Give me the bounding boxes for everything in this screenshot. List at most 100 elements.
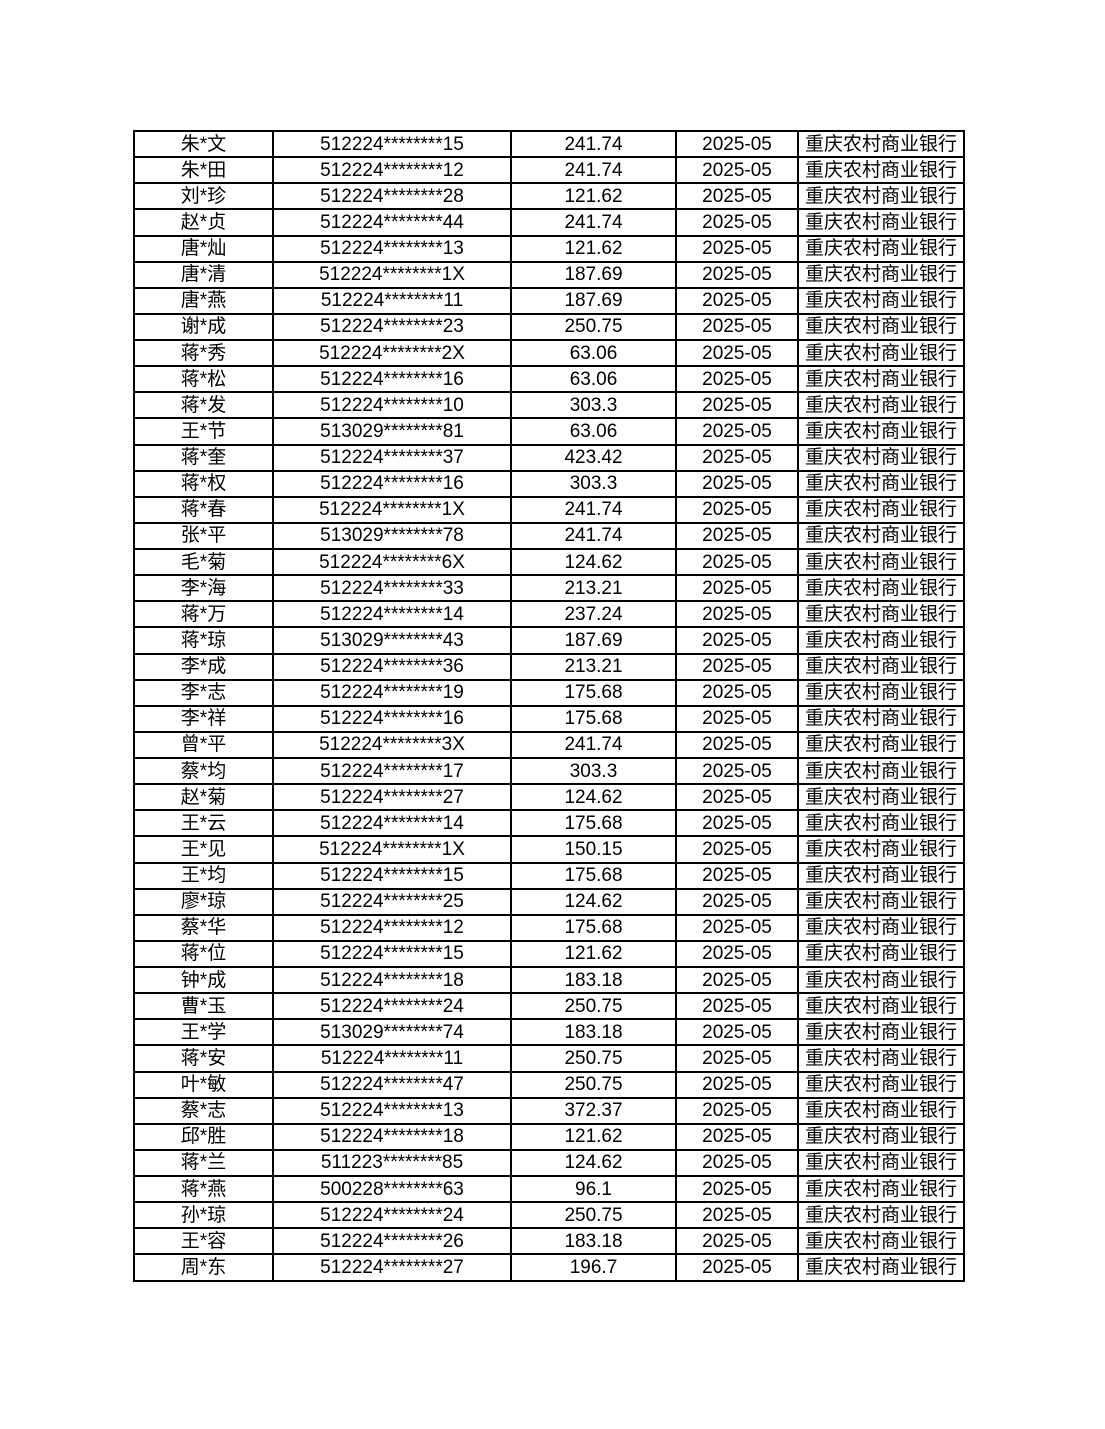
table-row: 蒋*燕 500228********63 96.1 2025-05 重庆农村商业银行 bbox=[133, 1174, 965, 1204]
amount-cell: 241.74 bbox=[510, 129, 677, 159]
month-cell: 2025-05 bbox=[675, 495, 799, 524]
bank-cell: 重庆农村商业银行 bbox=[797, 391, 965, 420]
table-row: 王*容 512224********26 183.18 2025-05 重庆农村商业银行 bbox=[133, 1227, 965, 1256]
id-masked-cell: 512224********15 bbox=[272, 939, 512, 969]
name-cell: 蒋*燕 bbox=[133, 1174, 274, 1204]
name-cell: 孙*琼 bbox=[133, 1201, 274, 1230]
amount-cell: 175.68 bbox=[510, 704, 677, 733]
id-masked-cell: 512224********26 bbox=[272, 1227, 512, 1256]
id-masked-cell: 512224********2X bbox=[272, 338, 512, 368]
amount-cell: 150.15 bbox=[510, 835, 677, 864]
id-masked-cell: 512224********25 bbox=[272, 887, 512, 916]
amount-cell: 183.18 bbox=[510, 965, 677, 995]
amount-cell: 187.69 bbox=[510, 286, 677, 315]
name-cell: 赵*贞 bbox=[133, 208, 274, 237]
bank-cell: 重庆农村商业银行 bbox=[797, 286, 965, 315]
amount-cell: 250.75 bbox=[510, 312, 677, 342]
table-row: 钟*成 512224********18 183.18 2025-05 重庆农村商业银行 bbox=[133, 965, 965, 995]
id-masked-cell: 512224********11 bbox=[272, 1044, 512, 1073]
bank-cell: 重庆农村商业银行 bbox=[797, 913, 965, 942]
id-masked-cell: 512224********23 bbox=[272, 312, 512, 342]
bank-cell: 重庆农村商业银行 bbox=[797, 443, 965, 472]
id-masked-cell: 512224********24 bbox=[272, 1201, 512, 1230]
table-row: 毛*菊 512224********6X 124.62 2025-05 重庆农村商业银行 bbox=[133, 547, 965, 577]
month-cell: 2025-05 bbox=[675, 756, 799, 786]
id-masked-cell: 512224********44 bbox=[272, 208, 512, 237]
month-cell: 2025-05 bbox=[675, 574, 799, 603]
amount-cell: 187.69 bbox=[510, 260, 677, 289]
id-masked-cell: 512224********10 bbox=[272, 391, 512, 420]
amount-cell: 241.74 bbox=[510, 156, 677, 185]
id-masked-cell: 512224********13 bbox=[272, 234, 512, 263]
bank-cell: 重庆农村商业银行 bbox=[797, 835, 965, 864]
month-cell: 2025-05 bbox=[675, 260, 799, 289]
amount-cell: 250.75 bbox=[510, 1070, 677, 1099]
month-cell: 2025-05 bbox=[675, 861, 799, 890]
amount-cell: 121.62 bbox=[510, 234, 677, 263]
name-cell: 朱*文 bbox=[133, 129, 274, 159]
month-cell: 2025-05 bbox=[675, 391, 799, 420]
amount-cell: 63.06 bbox=[510, 417, 677, 446]
month-cell: 2025-05 bbox=[675, 939, 799, 969]
id-masked-cell: 512224********18 bbox=[272, 1122, 512, 1151]
table-row: 唐*灿 512224********13 121.62 2025-05 重庆农村商业银行 bbox=[133, 234, 965, 263]
name-cell: 蒋*春 bbox=[133, 495, 274, 524]
table-row: 叶*敏 512224********47 250.75 2025-05 重庆农村商业银行 bbox=[133, 1070, 965, 1099]
bank-cell: 重庆农村商业银行 bbox=[797, 417, 965, 446]
table-row: 蒋*权 512224********16 303.3 2025-05 重庆农村商业银行 bbox=[133, 469, 965, 498]
name-cell: 唐*清 bbox=[133, 260, 274, 289]
amount-cell: 121.62 bbox=[510, 939, 677, 969]
name-cell: 王*见 bbox=[133, 835, 274, 864]
month-cell: 2025-05 bbox=[675, 1174, 799, 1204]
table-row: 王*学 513029********74 183.18 2025-05 重庆农村商业银行 bbox=[133, 1018, 965, 1047]
amount-cell: 303.3 bbox=[510, 469, 677, 498]
name-cell: 王*容 bbox=[133, 1227, 274, 1256]
name-cell: 叶*敏 bbox=[133, 1070, 274, 1099]
month-cell: 2025-05 bbox=[675, 678, 799, 707]
id-masked-cell: 500228********63 bbox=[272, 1174, 512, 1204]
month-cell: 2025-05 bbox=[675, 443, 799, 472]
table-row: 蒋*春 512224********1X 241.74 2025-05 重庆农村商业银行 bbox=[133, 495, 965, 524]
table-row: 唐*燕 512224********11 187.69 2025-05 重庆农村商业银行 bbox=[133, 286, 965, 315]
table-row: 周*东 512224********27 196.7 2025-05 重庆农村商业银行 bbox=[133, 1253, 965, 1282]
name-cell: 蔡*均 bbox=[133, 756, 274, 786]
id-masked-cell: 512224********13 bbox=[272, 1096, 512, 1125]
bank-cell: 重庆农村商业银行 bbox=[797, 965, 965, 995]
amount-cell: 241.74 bbox=[510, 521, 677, 551]
id-masked-cell: 512224********27 bbox=[272, 1253, 512, 1282]
id-masked-cell: 512224********12 bbox=[272, 913, 512, 942]
bank-cell: 重庆农村商业银行 bbox=[797, 992, 965, 1021]
amount-cell: 303.3 bbox=[510, 391, 677, 420]
bank-cell: 重庆农村商业银行 bbox=[797, 887, 965, 916]
table-row: 蔡*均 512224********17 303.3 2025-05 重庆农村商业银行 bbox=[133, 756, 965, 786]
month-cell: 2025-05 bbox=[675, 1148, 799, 1178]
records-table-body: 朱*文 512224********15 241.74 2025-05 重庆农村商业银行… bbox=[133, 129, 965, 1282]
amount-cell: 241.74 bbox=[510, 208, 677, 237]
bank-cell: 重庆农村商业银行 bbox=[797, 129, 965, 159]
month-cell: 2025-05 bbox=[675, 730, 799, 760]
amount-cell: 175.68 bbox=[510, 678, 677, 707]
month-cell: 2025-05 bbox=[675, 913, 799, 942]
bank-cell: 重庆农村商业银行 bbox=[797, 182, 965, 211]
name-cell: 蔡*志 bbox=[133, 1096, 274, 1125]
bank-cell: 重庆农村商业银行 bbox=[797, 1044, 965, 1073]
name-cell: 廖*琼 bbox=[133, 887, 274, 916]
table-row: 王*云 512224********14 175.68 2025-05 重庆农村商业银行 bbox=[133, 809, 965, 838]
amount-cell: 250.75 bbox=[510, 1044, 677, 1073]
amount-cell: 124.62 bbox=[510, 783, 677, 812]
bank-cell: 重庆农村商业银行 bbox=[797, 1148, 965, 1178]
table-row: 蒋*松 512224********16 63.06 2025-05 重庆农村商业银行 bbox=[133, 365, 965, 394]
table-row: 蔡*志 512224********13 372.37 2025-05 重庆农村商业银行 bbox=[133, 1096, 965, 1125]
bank-cell: 重庆农村商业银行 bbox=[797, 469, 965, 498]
id-masked-cell: 512224********1X bbox=[272, 495, 512, 524]
amount-cell: 196.7 bbox=[510, 1253, 677, 1282]
id-masked-cell: 513029********43 bbox=[272, 626, 512, 655]
name-cell: 毛*菊 bbox=[133, 547, 274, 577]
name-cell: 王*学 bbox=[133, 1018, 274, 1047]
amount-cell: 124.62 bbox=[510, 887, 677, 916]
month-cell: 2025-05 bbox=[675, 783, 799, 812]
name-cell: 唐*灿 bbox=[133, 234, 274, 263]
name-cell: 蒋*权 bbox=[133, 469, 274, 498]
amount-cell: 175.68 bbox=[510, 861, 677, 890]
